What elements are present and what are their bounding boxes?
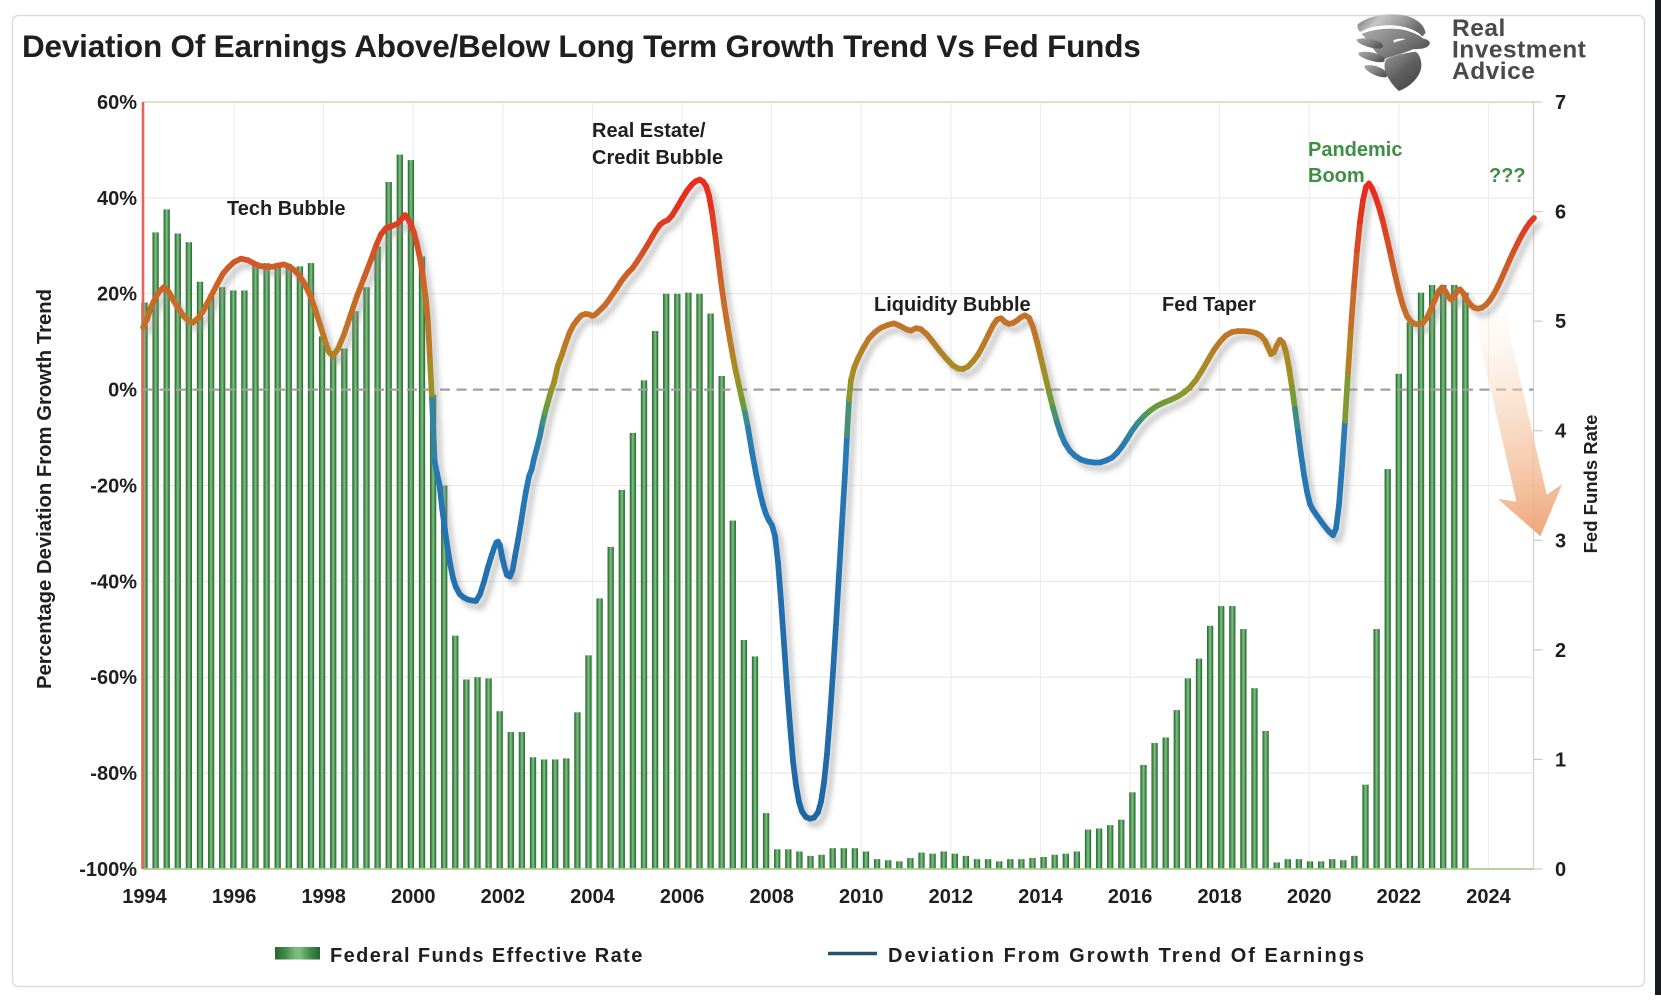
svg-text:1996: 1996 [212,886,257,908]
svg-text:Deviation From Growth Trend Of: Deviation From Growth Trend Of Earnings [888,945,1366,967]
svg-text:60%: 60% [97,92,137,114]
svg-text:20%: 20% [97,284,137,306]
svg-text:Real Estate/: Real Estate/ [592,120,706,142]
svg-text:???: ??? [1489,165,1526,187]
svg-text:-60%: -60% [90,667,137,689]
svg-text:2000: 2000 [391,886,436,908]
svg-text:2018: 2018 [1197,886,1242,908]
svg-text:-20%: -20% [90,475,137,497]
svg-text:7: 7 [1555,92,1566,114]
svg-text:-40%: -40% [90,571,137,593]
svg-text:2014: 2014 [1018,886,1063,908]
svg-text:Boom: Boom [1308,165,1365,187]
svg-text:2022: 2022 [1377,886,1422,908]
svg-text:-80%: -80% [90,763,137,785]
svg-text:-100%: -100% [79,859,137,881]
svg-text:Advice: Advice [1452,58,1535,85]
svg-text:6: 6 [1555,202,1566,224]
svg-text:Federal Funds Effective Rate: Federal Funds Effective Rate [330,945,644,967]
svg-text:2002: 2002 [481,886,526,908]
svg-text:Real: Real [1452,15,1506,42]
svg-text:2004: 2004 [570,886,615,908]
svg-text:2008: 2008 [749,886,794,908]
svg-text:5: 5 [1555,311,1566,333]
svg-text:Tech Bubble: Tech Bubble [227,198,346,220]
svg-text:2012: 2012 [929,886,974,908]
svg-text:2010: 2010 [839,886,884,908]
svg-text:1994: 1994 [122,886,167,908]
svg-text:Deviation Of Earnings Above/Be: Deviation Of Earnings Above/Below Long T… [22,28,1141,64]
svg-text:2024: 2024 [1466,886,1511,908]
svg-text:2020: 2020 [1287,886,1332,908]
svg-text:Investment: Investment [1452,37,1586,64]
svg-text:2016: 2016 [1108,886,1153,908]
svg-text:Liquidity Bubble: Liquidity Bubble [874,294,1031,316]
svg-text:Pandemic: Pandemic [1308,139,1402,161]
svg-text:Fed Funds Rate: Fed Funds Rate [1580,415,1601,554]
svg-text:Percentage Deviation From Grow: Percentage Deviation From Growth Trend [34,289,56,689]
svg-text:40%: 40% [97,188,137,210]
svg-text:3: 3 [1555,530,1566,552]
svg-text:0: 0 [1555,859,1566,881]
svg-text:0%: 0% [108,380,137,402]
svg-text:2: 2 [1555,640,1566,662]
svg-text:1: 1 [1555,749,1566,771]
svg-text:Fed Taper: Fed Taper [1162,294,1256,316]
svg-text:Credit Bubble: Credit Bubble [592,147,723,169]
svg-text:4: 4 [1555,421,1567,443]
svg-text:2006: 2006 [660,886,705,908]
svg-text:1998: 1998 [301,886,346,908]
